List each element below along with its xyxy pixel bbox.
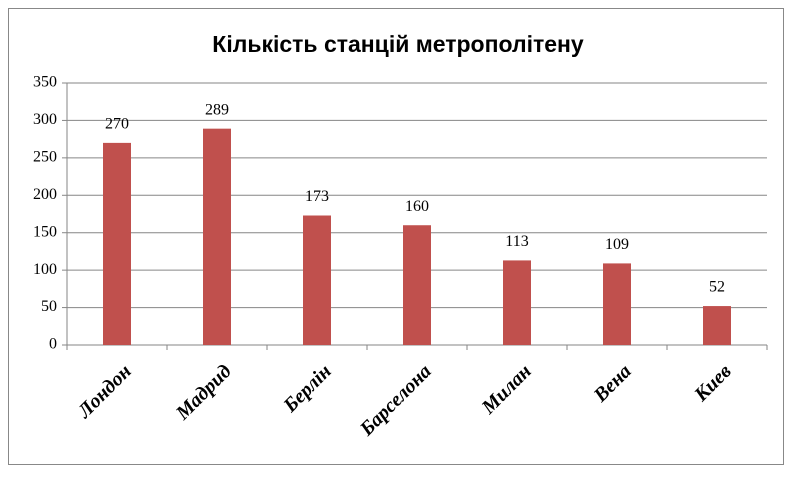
data-label: 173 [305, 188, 329, 205]
bar [403, 225, 431, 345]
chart-title: Кількість станцій метрополітену [212, 31, 584, 57]
bar [703, 306, 731, 345]
bar [303, 215, 331, 345]
y-tick-label: 150 [33, 223, 57, 240]
y-tick-label: 300 [33, 111, 57, 128]
y-tick-label: 250 [33, 149, 57, 166]
bar [503, 260, 531, 345]
y-tick-label: 350 [33, 74, 57, 91]
bar [103, 142, 131, 345]
y-tick-label: 0 [49, 336, 57, 353]
data-label: 270 [105, 116, 129, 133]
data-label: 109 [605, 236, 629, 253]
data-label: 160 [405, 198, 429, 215]
chart-border [8, 8, 784, 465]
y-tick-label: 200 [33, 186, 57, 203]
y-tick-label: 50 [41, 298, 57, 315]
data-label: 113 [505, 233, 528, 250]
data-label: 289 [205, 101, 229, 118]
bar [603, 263, 631, 345]
bar [203, 128, 231, 345]
y-tick-label: 100 [33, 261, 57, 278]
data-label: 52 [709, 279, 725, 296]
